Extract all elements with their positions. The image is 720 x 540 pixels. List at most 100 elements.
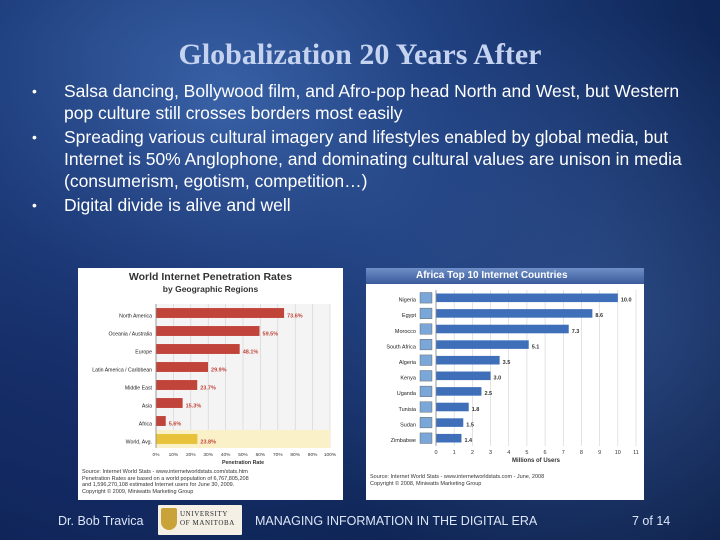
bar bbox=[436, 309, 593, 318]
bar-value-label: 29.9% bbox=[211, 367, 227, 373]
africa-top10-chart: Africa Top 10 Internet Countries 0 1 2 3 4 5 6… bbox=[366, 268, 644, 500]
category-label: South Africa bbox=[386, 344, 417, 350]
bar bbox=[436, 371, 491, 381]
x-tick-label: 80% bbox=[290, 452, 300, 458]
x-tick-label: 90% bbox=[308, 452, 318, 458]
category-label: Uganda bbox=[397, 391, 417, 397]
world-penetration-plot: 0% 10% 20% 30% 40% 50% 60% 70% 80% 90% 100% Penetra… bbox=[92, 304, 337, 466]
bar bbox=[156, 308, 285, 318]
bullet-text: Digital divide is alive and well bbox=[64, 195, 291, 215]
bar-value-label: 2.5 bbox=[484, 391, 492, 397]
category-label: Nigeria bbox=[399, 298, 417, 304]
bar-value-label: 23.8% bbox=[200, 439, 216, 445]
crest-icon bbox=[161, 508, 177, 530]
x-tick-label: 1 bbox=[453, 450, 456, 456]
logo-text: UNIVERSITY OF MANITOBA bbox=[180, 510, 235, 528]
chart-source: Source: Internet World Stats - www.inter… bbox=[82, 469, 249, 495]
x-tick-label: 10 bbox=[615, 450, 621, 456]
bullet-text: Spreading various cultural imagery and l… bbox=[64, 127, 682, 191]
category-label: Africa bbox=[139, 421, 152, 427]
highlight-row bbox=[156, 430, 330, 448]
bar-value-label: 73.6% bbox=[287, 313, 303, 319]
bullet-list: • Salsa dancing, Bollywood film, and Afr… bbox=[28, 80, 698, 218]
category-label: Latin America / Caribbean bbox=[92, 367, 152, 373]
x-tick-label: 6 bbox=[544, 450, 547, 456]
bar bbox=[436, 418, 464, 427]
category-label: Oceania / Australia bbox=[108, 331, 152, 337]
bar-value-label: 5.6% bbox=[169, 421, 182, 427]
category-label: Kenya bbox=[400, 376, 417, 382]
flag-icon bbox=[419, 417, 433, 429]
x-tick-label: 0% bbox=[153, 452, 161, 458]
x-axis-label: Millions of Users bbox=[512, 458, 561, 464]
bar bbox=[436, 293, 618, 303]
x-tick-label: 0 bbox=[434, 450, 437, 456]
bar bbox=[156, 398, 183, 408]
bar-value-label: 3.5 bbox=[503, 360, 511, 366]
bar bbox=[436, 355, 500, 365]
author-name: Dr. Bob Travica bbox=[58, 514, 144, 528]
bullet-icon: • bbox=[32, 129, 37, 145]
x-tick-label: 30% bbox=[203, 452, 213, 458]
bar bbox=[156, 326, 260, 336]
category-label: Tunisia bbox=[398, 407, 416, 413]
slide-title: Globalization 20 Years After bbox=[178, 38, 542, 71]
bar-value-label: 7.3 bbox=[572, 329, 580, 335]
bar-value-label: 1.5 bbox=[466, 422, 474, 428]
university-logo: UNIVERSITY OF MANITOBA bbox=[158, 505, 242, 535]
source-line: and 1,596,270,108 estimated Internet use… bbox=[82, 482, 235, 488]
x-tick-label: 10% bbox=[169, 452, 179, 458]
world-penetration-chart: World Internet Penetration Rates by Geog… bbox=[78, 268, 343, 500]
category-label: Morocco bbox=[395, 329, 416, 335]
flag-icon bbox=[419, 323, 433, 335]
bar bbox=[156, 416, 166, 426]
category-label: Europe bbox=[135, 349, 152, 355]
logo-line: OF MANITOBA bbox=[180, 519, 235, 527]
bar-value-label: 1.8 bbox=[472, 407, 480, 413]
category-label: World, Avg. bbox=[126, 439, 152, 445]
chart-title: World Internet Penetration Rates bbox=[128, 271, 293, 283]
source-line: Penetration Rates are based on a world p… bbox=[82, 475, 249, 482]
bar-value-label: 8.6 bbox=[595, 313, 603, 319]
bar bbox=[156, 362, 209, 372]
bullet-item: • Spreading various cultural imagery and… bbox=[28, 126, 698, 192]
flag-icon bbox=[419, 432, 433, 444]
bullet-icon: • bbox=[32, 83, 37, 99]
x-tick-label: 40% bbox=[221, 452, 231, 458]
chart-title-bar bbox=[366, 268, 644, 284]
flag-icon bbox=[419, 339, 433, 351]
bar bbox=[436, 433, 462, 443]
bar bbox=[156, 380, 198, 390]
bar-value-label: 3.0 bbox=[494, 376, 502, 382]
bar bbox=[436, 387, 482, 396]
category-label: Zimbabwe bbox=[391, 438, 416, 444]
bar-value-label: 23.7% bbox=[200, 385, 216, 391]
source-line: Source: Internet World Stats - www.inter… bbox=[82, 469, 248, 475]
logo-line: UNIVERSITY bbox=[180, 510, 228, 518]
chart-source: Source: Internet World Stats - www.inter… bbox=[370, 474, 544, 487]
bar bbox=[156, 344, 240, 354]
category-label: North America bbox=[119, 313, 152, 319]
course-title: MANAGING INFORMATION IN THE DIGITAL ERA bbox=[255, 514, 538, 528]
x-tick-label: 5 bbox=[525, 450, 528, 456]
bullet-item: • Digital divide is alive and well bbox=[28, 194, 698, 216]
x-tick-label: 60% bbox=[256, 452, 266, 458]
bar-value-label: 48.1% bbox=[243, 349, 259, 355]
source-line: Copyright © 2008, Miniwatts Marketing Gr… bbox=[370, 480, 482, 487]
category-label: Middle East bbox=[125, 385, 153, 391]
x-tick-label: 7 bbox=[562, 450, 565, 456]
chart-title: Africa Top 10 Internet Countries bbox=[416, 270, 568, 281]
bar bbox=[436, 324, 569, 334]
bar-value-label: 5.1 bbox=[532, 344, 540, 350]
x-tick-label: 20% bbox=[186, 452, 196, 458]
x-tick-label: 9 bbox=[598, 450, 601, 456]
category-label: Algeria bbox=[399, 360, 417, 366]
bullet-text: Salsa dancing, Bollywood film, and Afro-… bbox=[64, 81, 680, 123]
bar-value-label: 10.0 bbox=[621, 298, 632, 304]
bar-value-label: 59.5% bbox=[263, 331, 279, 337]
x-tick-label: 50% bbox=[238, 452, 248, 458]
bullet-item: • Salsa dancing, Bollywood film, and Afr… bbox=[28, 80, 698, 124]
x-tick-label: 11 bbox=[633, 450, 639, 456]
africa-top10-plot: 0 1 2 3 4 5 6 7 8 9 10 11 Millions of Users 10.0 Niger… bbox=[386, 290, 639, 464]
chart-subtitle: by Geographic Regions bbox=[162, 284, 259, 294]
